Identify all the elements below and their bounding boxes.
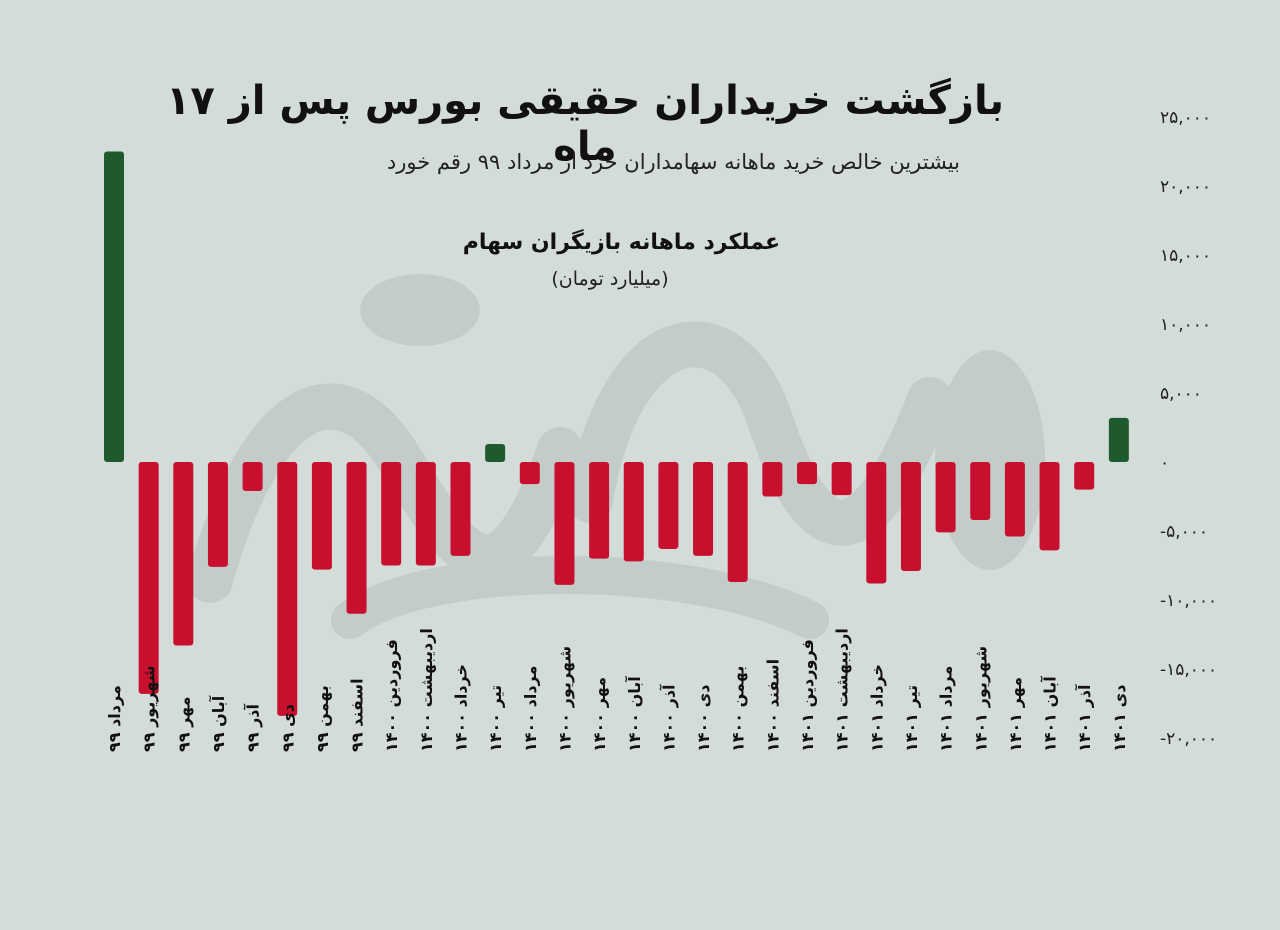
bar xyxy=(623,462,644,562)
x-tick-label: مهر ۹۹ xyxy=(174,696,193,752)
bar xyxy=(797,462,817,485)
x-tick-label: خرداد ۱۴۰۱ xyxy=(867,664,886,752)
bar xyxy=(727,462,748,583)
bar xyxy=(173,462,194,646)
x-tick-label: شهریور ۹۹ xyxy=(140,665,159,752)
y-tick-label: ۵,۰۰۰ xyxy=(1160,384,1202,404)
bar xyxy=(519,462,540,485)
x-tick-label: بهمن ۱۴۰۰ xyxy=(729,666,748,752)
x-tick-label: آذر ۹۹ xyxy=(243,703,263,752)
x-tick-label: آبان ۱۴۰۰ xyxy=(624,676,644,752)
bar xyxy=(831,462,852,496)
bar xyxy=(693,462,714,556)
bar xyxy=(866,462,887,584)
x-tick-label: اسفند ۹۹ xyxy=(348,678,367,752)
x-tick-label: دی ۹۹ xyxy=(278,704,297,752)
chart-title: بازگشت خریداران حقیقی بورس پس از ۱۷ ماه xyxy=(165,78,1004,170)
x-tick-label: اردیبهشت ۱۴۰۱ xyxy=(833,628,852,752)
y-tick-label: ۰ xyxy=(1160,453,1169,473)
x-tick-label: اردیبهشت ۱۴۰۰ xyxy=(417,628,436,752)
y-tick-label: ۱۰,۰۰۰ xyxy=(1160,315,1211,335)
x-tick-label: آذر ۱۴۰۱ xyxy=(1074,684,1094,752)
bar xyxy=(346,462,367,614)
chart-unit: (میلیارد تومان) xyxy=(551,268,669,290)
x-tick-label: شهریور ۱۴۰۱ xyxy=(971,646,990,752)
bar xyxy=(1004,462,1025,537)
y-tick-label: -۱۵,۰۰۰ xyxy=(1160,660,1217,680)
y-tick-label: ۲۰,۰۰۰ xyxy=(1160,177,1211,197)
x-tick-label: شهریور ۱۴۰۰ xyxy=(555,646,574,752)
bar xyxy=(485,444,506,462)
bar xyxy=(415,462,436,566)
y-tick-label: -۱۰,۰۰۰ xyxy=(1160,591,1217,611)
x-tick-label: اسفند ۱۴۰۰ xyxy=(763,659,782,752)
x-tick-label: آبان ۹۹ xyxy=(208,695,228,752)
bar xyxy=(1074,462,1095,490)
bar xyxy=(450,462,471,556)
bar xyxy=(1039,462,1060,551)
x-tick-label: مهر ۱۴۰۰ xyxy=(590,677,609,752)
bar xyxy=(242,462,263,491)
bar xyxy=(104,151,124,462)
x-tick-label: فروردین ۱۴۰۱ xyxy=(798,639,817,752)
x-tick-label: دی ۱۴۰۰ xyxy=(694,684,713,752)
y-tick-label: ۱۵,۰۰۰ xyxy=(1160,246,1211,266)
x-tick-label: فروردین ۱۴۰۰ xyxy=(382,639,401,752)
bar xyxy=(381,462,402,566)
bar xyxy=(277,462,298,716)
bar xyxy=(658,462,679,549)
bar xyxy=(207,462,228,567)
x-axis: مرداد ۹۹ شهریور ۹۹ مهر ۹۹ آبان ۹۹ آذر ۹۹ دی ۹… xyxy=(105,628,1129,752)
bar xyxy=(589,462,610,559)
bar xyxy=(311,462,332,570)
bar xyxy=(970,462,991,520)
x-tick-label: خرداد ۱۴۰۰ xyxy=(452,664,471,752)
x-tick-label: تیر ۱۴۰۱ xyxy=(902,685,921,752)
chart-heading: عملکرد ماهانه بازیگران سهام xyxy=(462,230,780,255)
x-tick-label: مرداد ۱۴۰۱ xyxy=(937,666,956,752)
bar xyxy=(935,462,956,533)
bar xyxy=(1108,417,1129,462)
y-tick-label: ۲۵,۰۰۰ xyxy=(1160,108,1211,128)
y-tick-label: -۲۰,۰۰۰ xyxy=(1160,729,1217,749)
x-tick-label: تیر ۱۴۰۰ xyxy=(486,685,505,752)
bars xyxy=(104,151,1129,716)
y-tick-label: -۵,۰۰۰ xyxy=(1160,522,1208,542)
chart-subtitle: بیشترین خالص خرید ماهانه سهامداران خرد ا… xyxy=(386,150,960,174)
x-tick-label: بهمن ۹۹ xyxy=(313,685,332,752)
x-tick-label: مهر ۱۴۰۱ xyxy=(1006,677,1025,752)
x-tick-label: دی ۱۴۰۱ xyxy=(1110,684,1129,752)
x-tick-label: مرداد ۹۹ xyxy=(105,685,124,752)
bar xyxy=(762,462,783,497)
bar xyxy=(900,462,921,572)
y-axis: ۲۵,۰۰۰ ۲۰,۰۰۰ ۱۵,۰۰۰ ۱۰,۰۰۰ ۵,۰۰۰ ۰ -۵,۰۰۰ -۱۰,… xyxy=(1160,108,1217,749)
x-tick-label: مرداد ۱۴۰۰ xyxy=(521,666,540,752)
bar xyxy=(138,462,159,694)
bar xyxy=(554,462,575,585)
x-tick-label: آبان ۱۴۰۱ xyxy=(1040,676,1060,752)
x-tick-label: آذر ۱۴۰۰ xyxy=(658,684,678,752)
